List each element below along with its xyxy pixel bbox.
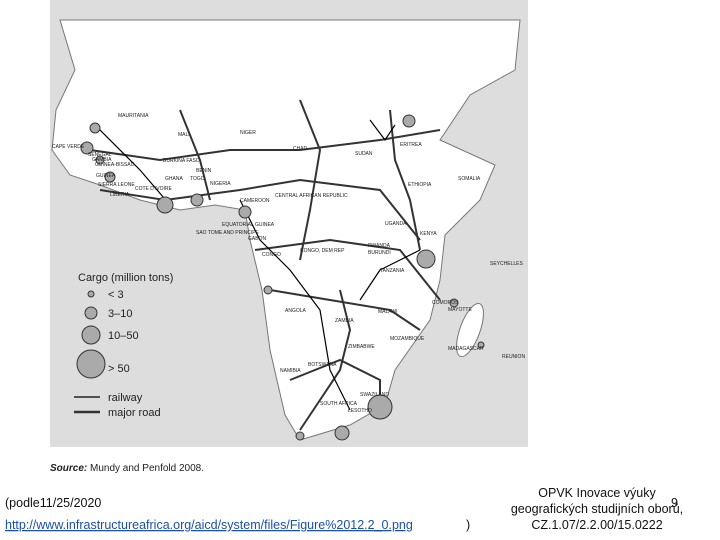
map-label: LIBERIA bbox=[110, 192, 130, 198]
map-label: GABON bbox=[248, 236, 266, 242]
map-label: ERITREA bbox=[400, 142, 422, 148]
map-label: SOMALIA bbox=[458, 176, 481, 182]
map-label: UGANDA bbox=[385, 221, 407, 227]
map-label: CONGO bbox=[262, 252, 281, 258]
footer-date: (podle11/25/2020 bbox=[5, 496, 101, 510]
page-number: 9 bbox=[671, 496, 678, 510]
project-line: OPVK Inovace výuky bbox=[538, 486, 656, 500]
legend-circle bbox=[76, 349, 106, 379]
map-label: SENEGAL bbox=[88, 152, 112, 158]
source: Source: Mundy and Penfold 2008. bbox=[50, 463, 204, 474]
map-label: SWAZILAND bbox=[360, 392, 389, 398]
footer-url-close: ) bbox=[466, 518, 470, 532]
map-label: KENYA bbox=[420, 231, 437, 237]
map-label: BURKINA FASO bbox=[163, 158, 200, 164]
map-label: CENTRAL AFRICAN REPUBLIC bbox=[275, 193, 348, 199]
map-label: MALAWI bbox=[378, 309, 398, 315]
legend-label: < 3 bbox=[108, 289, 124, 301]
map-label: EQUATORIAL GUINEA bbox=[222, 222, 275, 228]
map-label: ZAMBIA bbox=[335, 318, 354, 324]
port-circles bbox=[80, 114, 485, 441]
legend-label: 10–50 bbox=[108, 330, 139, 342]
map-label: MALI bbox=[178, 132, 190, 138]
map-label: COMOROS bbox=[432, 300, 459, 306]
map-label: CAPE VERDE bbox=[52, 144, 85, 150]
legend-label: railway bbox=[108, 392, 143, 404]
map-label: SEYCHELLES bbox=[490, 261, 523, 267]
map-label: SAO TOME AND PRINCIPE bbox=[196, 230, 260, 236]
map-label: NIGER bbox=[240, 130, 256, 136]
map-label: GUINEA-BISSAU bbox=[95, 162, 135, 168]
map-label: GHANA bbox=[165, 176, 183, 182]
legend-label: > 50 bbox=[108, 363, 130, 375]
legend-circle bbox=[81, 325, 101, 345]
map-label: ANGOLA bbox=[285, 308, 307, 314]
map-label: ETHIOPIA bbox=[408, 182, 432, 188]
africa-outline bbox=[51, 19, 521, 441]
map-label: CONGO, DEM REP bbox=[300, 248, 345, 254]
legend-circle bbox=[84, 306, 98, 320]
map-label: GUINEA bbox=[96, 173, 116, 179]
legend-circle bbox=[87, 290, 95, 298]
project-line: geografických studijních oborů, bbox=[511, 502, 683, 516]
map-label: MAURITANIA bbox=[118, 113, 149, 119]
roads bbox=[89, 99, 441, 431]
madagascar bbox=[456, 302, 484, 358]
legend-label: major road bbox=[108, 407, 161, 419]
map-label: ZIMBABWE bbox=[348, 344, 375, 350]
railways bbox=[94, 119, 421, 411]
map-label: NAMIBIA bbox=[280, 368, 301, 374]
map-label: SUDAN bbox=[355, 151, 373, 157]
map-label: SIERRA LEONE bbox=[98, 182, 135, 188]
map-label: MADAGASCAR bbox=[448, 346, 484, 352]
legend-label: 3–10 bbox=[108, 308, 132, 320]
map-label: BOTSWANA bbox=[308, 362, 337, 368]
project-line: CZ.1.07/2.2.00/15.0222 bbox=[531, 518, 662, 532]
map-label: BENIN bbox=[196, 168, 212, 174]
map-label: CAMEROON bbox=[240, 198, 270, 204]
map-label: LESOTHO bbox=[348, 408, 372, 414]
legend-title: Cargo (million tons) bbox=[78, 272, 173, 284]
source-label: Source: bbox=[50, 463, 87, 474]
map-label: CHAD bbox=[293, 146, 308, 152]
map-label: RWANDA bbox=[368, 243, 391, 249]
map-label: MAYOTTE bbox=[448, 307, 472, 313]
map-label: GAMBIA bbox=[92, 157, 112, 163]
map-label: REUNION bbox=[502, 354, 525, 360]
map-label: TANZANIA bbox=[380, 268, 405, 274]
footer-url[interactable]: http://www.infrastructureafrica.org/aicd… bbox=[5, 518, 413, 532]
map-label: TOGO bbox=[190, 176, 205, 182]
map: MAURITANIA MALI NIGER CHAD SUDAN ERITREA… bbox=[50, 0, 528, 447]
map-label: COTE D'IVOIRE bbox=[135, 186, 172, 192]
map-label: MOZAMBIQUE bbox=[390, 336, 425, 342]
map-label: SOUTH AFRICA bbox=[320, 401, 358, 407]
legend: Cargo (million tons) < 3 3–10 10–50 > 50… bbox=[74, 272, 173, 419]
map-label: NIGERIA bbox=[210, 181, 231, 187]
map-label: BURUNDI bbox=[368, 250, 391, 256]
country-labels: MAURITANIA MALI NIGER CHAD SUDAN ERITREA… bbox=[52, 113, 525, 414]
source-text: Mundy and Penfold 2008. bbox=[90, 463, 204, 474]
